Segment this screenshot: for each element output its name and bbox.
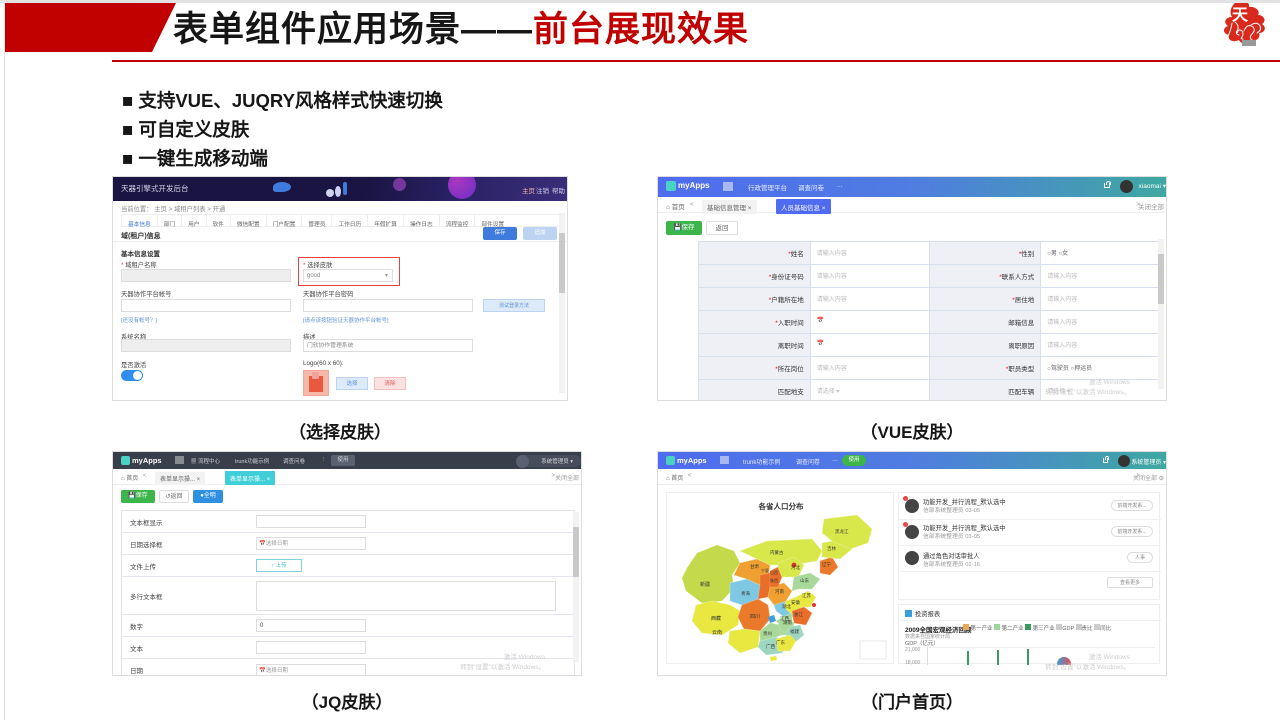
svg-text:江苏: 江苏 — [802, 592, 811, 599]
svg-text:广西: 广西 — [766, 643, 775, 650]
svg-text:江西: 江西 — [780, 615, 789, 622]
svg-text:浙江: 浙江 — [794, 611, 803, 618]
svg-text:天: 天 — [1232, 7, 1249, 24]
svg-text:河南: 河南 — [775, 588, 784, 594]
svg-text:云南: 云南 — [712, 629, 722, 636]
svg-text:吉林: 吉林 — [827, 545, 836, 552]
svg-text:宁夏: 宁夏 — [761, 567, 769, 573]
svg-text:西藏: 西藏 — [711, 615, 721, 622]
svg-text:安徽: 安徽 — [791, 599, 800, 606]
svg-text:贵州: 贵州 — [763, 630, 772, 637]
svg-text:新疆: 新疆 — [700, 581, 710, 588]
svg-text:黑龙江: 黑龙江 — [835, 528, 849, 535]
svg-text:福建: 福建 — [790, 628, 799, 635]
svg-text:青海: 青海 — [741, 590, 750, 597]
svg-text:广东: 广东 — [776, 639, 785, 646]
svg-text:四川: 四川 — [750, 614, 760, 620]
svg-text:山西: 山西 — [770, 569, 778, 575]
svg-text:辽宁: 辽宁 — [822, 561, 831, 568]
svg-text:山东: 山东 — [800, 577, 809, 584]
svg-text:陕西: 陕西 — [770, 577, 778, 583]
svg-text:河北: 河北 — [791, 564, 800, 571]
svg-text:内蒙古: 内蒙古 — [770, 549, 784, 556]
svg-text:甘肃: 甘肃 — [750, 563, 759, 570]
